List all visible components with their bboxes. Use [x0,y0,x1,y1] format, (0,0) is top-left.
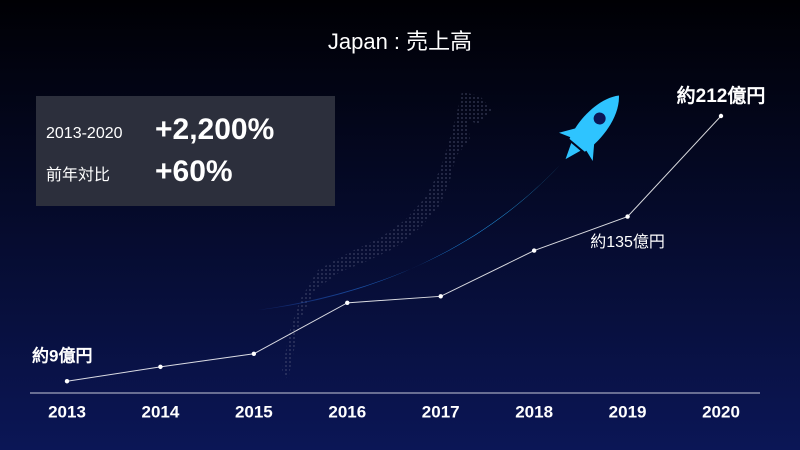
data-label: 約212億円 [677,84,766,107]
point [718,113,724,119]
x-tick-label: 2020 [702,402,740,421]
data-label: 約135億円 [590,233,665,251]
data-label: 約9億円 [32,346,92,366]
x-tick-label: 2019 [609,402,647,421]
x-tick-label: 2016 [328,402,366,421]
map-decoration [282,92,492,380]
point [531,248,537,253]
point [64,379,70,384]
x-tick-label: 2014 [142,402,180,421]
x-tick-label: 2017 [422,402,460,421]
rocket [559,95,619,161]
highlight-value: +2,200% [155,113,274,146]
highlight-label: 前年対比 [46,166,110,184]
highlight-label: 2013-2020 [46,125,123,142]
x-tick-label: 2018 [515,402,553,421]
point [438,294,443,299]
point [625,214,630,219]
highlight-box [36,96,335,206]
highlight-value: +60% [155,155,233,188]
point [345,300,350,306]
point [158,364,163,370]
point [251,351,257,357]
x-tick-label: 2013 [48,402,86,421]
chart-title: Japan : 売上高 [328,29,472,54]
x-tick-label: 2015 [235,402,273,421]
line [66,115,722,382]
